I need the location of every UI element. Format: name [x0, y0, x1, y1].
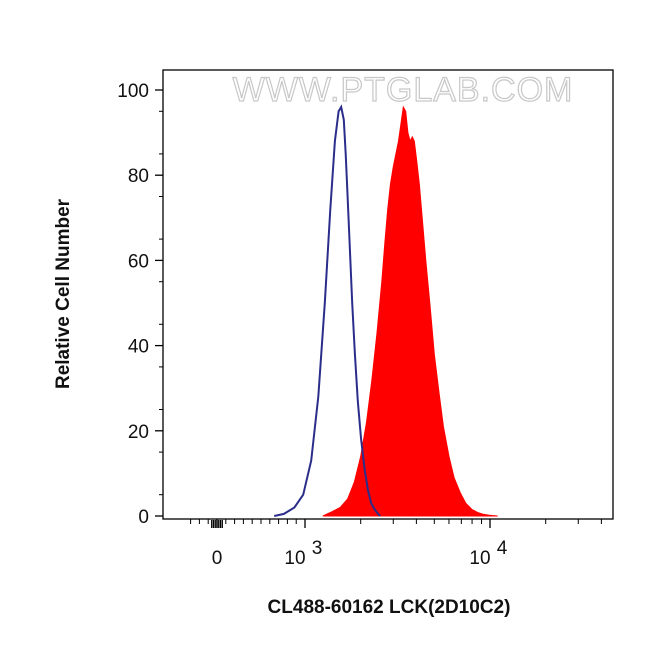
y-tick-label: 60 — [128, 251, 149, 272]
plot-frame — [162, 69, 614, 520]
y-tick-label: 20 — [128, 422, 149, 443]
filled-histogram-series — [322, 105, 498, 517]
y-tick-label: 100 — [117, 81, 149, 102]
y-axis-title: Relative Cell Number — [53, 198, 74, 389]
y-tick-label: 0 — [138, 507, 149, 528]
x-tick-label: 10 — [469, 548, 490, 569]
outline-histogram-series — [273, 104, 381, 517]
x-tick-label: 10 — [284, 548, 305, 569]
x-tick-label: 0 — [212, 548, 223, 569]
axis-layer: 0 20 40 60 80 100 0 10 3 10 4 — [117, 81, 602, 569]
y-tick-label: 80 — [128, 166, 149, 187]
watermark-text: WWW.PTGLAB.COM — [233, 71, 574, 109]
x-tick-exponent: 3 — [312, 538, 323, 559]
x-tick-exponent: 4 — [497, 538, 508, 559]
y-tick-label: 40 — [128, 337, 149, 358]
series-layer — [273, 104, 498, 517]
x-axis-title: CL488-60162 LCK(2D10C2) — [268, 597, 511, 618]
